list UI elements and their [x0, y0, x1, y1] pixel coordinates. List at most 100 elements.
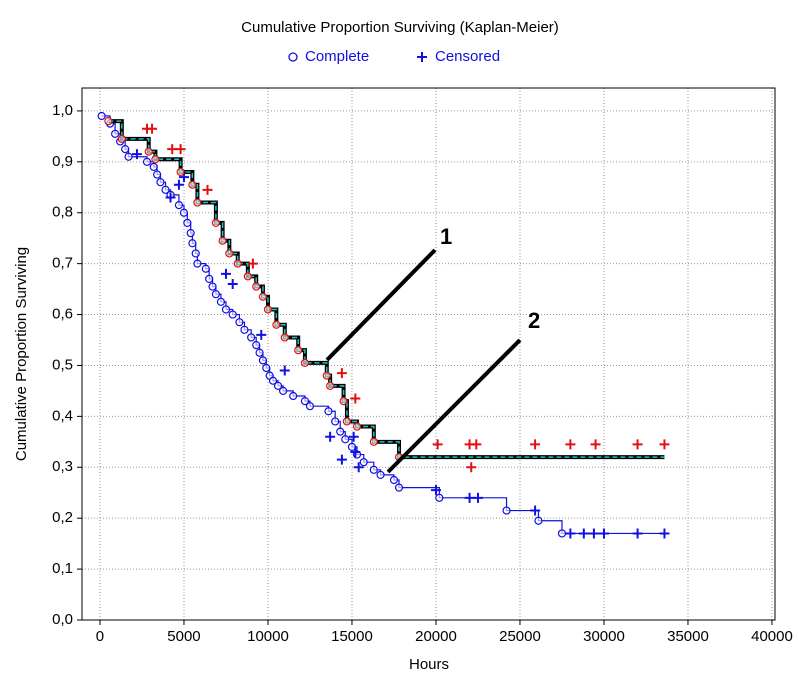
complete-marker [359, 458, 368, 467]
y-tick-label: 0,7 [52, 255, 73, 272]
complete-marker [300, 396, 310, 406]
complete-marker [326, 381, 335, 390]
complete-marker [294, 346, 303, 355]
censored-marker [279, 365, 290, 376]
complete-marker [252, 340, 261, 350]
complete-marker [186, 228, 195, 238]
complete-marker [258, 292, 268, 301]
complete-marker [211, 218, 220, 228]
censored-marker [472, 492, 483, 503]
complete-marker [262, 363, 271, 373]
complete-marker [322, 371, 331, 380]
complete-marker [331, 417, 340, 426]
x-tick-label: 15000 [331, 628, 373, 645]
complete-marker [258, 356, 268, 365]
censored-marker [432, 439, 443, 450]
x-tick-label: 10000 [247, 628, 289, 645]
y-tick-label: 0,8 [52, 204, 73, 221]
y-tick-label: 0,3 [52, 458, 73, 475]
complete-marker [152, 170, 162, 179]
complete-marker [193, 198, 202, 207]
complete-marker [502, 506, 511, 515]
censored-marker [175, 144, 186, 155]
complete-marker [263, 305, 273, 314]
y-tick-label: 0,1 [52, 560, 73, 577]
complete-marker [352, 422, 362, 431]
complete-marker [191, 249, 200, 258]
complete-marker [273, 381, 283, 390]
legend-marker-censored [417, 52, 427, 62]
censored-marker [466, 462, 477, 473]
x-tick-label: 40000 [751, 628, 793, 645]
censored-marker [659, 439, 670, 450]
censored-marker [165, 192, 176, 203]
complete-marker [201, 264, 210, 273]
complete-marker [394, 483, 404, 492]
complete-marker [300, 358, 310, 368]
censored-marker [530, 505, 541, 516]
censored-marker [632, 439, 643, 450]
censored-marker [147, 123, 158, 134]
annotation-pointer [325, 248, 437, 362]
complete-marker [243, 272, 252, 281]
x-tick-label: 0 [96, 628, 104, 645]
complete-marker [341, 435, 350, 444]
complete-marker [240, 325, 249, 334]
complete-marker [211, 290, 220, 299]
complete-marker [339, 396, 348, 406]
censored-marker [336, 368, 347, 379]
censored-marker [588, 528, 599, 539]
complete-marker [435, 493, 444, 502]
censored-marker [530, 439, 541, 450]
y-axis-label: Cumulative Proportion Surviving [13, 247, 30, 461]
censored-marker [464, 492, 475, 503]
y-tick-label: 1,0 [52, 102, 73, 119]
censored-marker [632, 528, 643, 539]
complete-marker [156, 178, 165, 187]
censored-marker [348, 431, 359, 442]
x-axis-label: Hours [409, 656, 449, 673]
complete-marker [233, 259, 242, 268]
censored-marker [256, 329, 267, 340]
censored-marker [565, 528, 576, 539]
annotation-pointer [386, 338, 522, 474]
x-tick-label: 35000 [667, 628, 709, 645]
complete-marker [110, 129, 120, 138]
complete-marker [193, 259, 202, 268]
complete-marker [280, 333, 289, 342]
complete-marker [97, 111, 106, 121]
x-tick-label: 5000 [167, 628, 200, 645]
complete-marker [216, 297, 226, 306]
censored-marker [325, 431, 336, 442]
legend-label: Complete [305, 48, 369, 65]
censored-marker [202, 184, 213, 195]
y-tick-label: 0,4 [52, 407, 73, 424]
complete-marker [121, 144, 130, 154]
complete-marker [124, 152, 133, 161]
complete-marker [255, 348, 264, 357]
complete-marker [176, 167, 185, 177]
censored-marker [471, 439, 482, 450]
annotation-label: 1 [440, 224, 452, 249]
complete-marker [208, 282, 217, 291]
complete-marker [336, 427, 345, 436]
complete-marker [278, 386, 288, 396]
complete-marker [289, 391, 298, 401]
censored-marker [659, 528, 670, 539]
x-tick-label: 25000 [499, 628, 541, 645]
complete-marker [369, 437, 378, 446]
complete-marker [252, 282, 261, 291]
y-tick-label: 0,5 [52, 356, 73, 373]
complete-marker [324, 407, 333, 416]
complete-marker [347, 442, 357, 452]
complete-marker [247, 333, 256, 342]
censored-marker [598, 528, 609, 539]
plot-frame [81, 87, 776, 621]
complete-marker [151, 155, 160, 164]
complete-marker [221, 305, 231, 314]
legend-marker-complete [288, 52, 298, 62]
complete-marker [188, 239, 197, 248]
complete-marker [272, 320, 281, 329]
